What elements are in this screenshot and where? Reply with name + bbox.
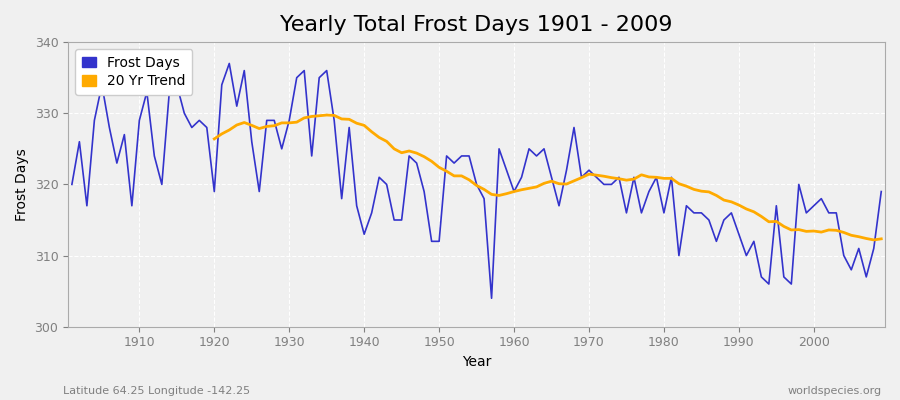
Legend: Frost Days, 20 Yr Trend: Frost Days, 20 Yr Trend (75, 49, 193, 95)
Title: Yearly Total Frost Days 1901 - 2009: Yearly Total Frost Days 1901 - 2009 (280, 15, 673, 35)
X-axis label: Year: Year (462, 355, 491, 369)
Text: worldspecies.org: worldspecies.org (788, 386, 882, 396)
Text: Latitude 64.25 Longitude -142.25: Latitude 64.25 Longitude -142.25 (63, 386, 250, 396)
Y-axis label: Frost Days: Frost Days (15, 148, 29, 221)
